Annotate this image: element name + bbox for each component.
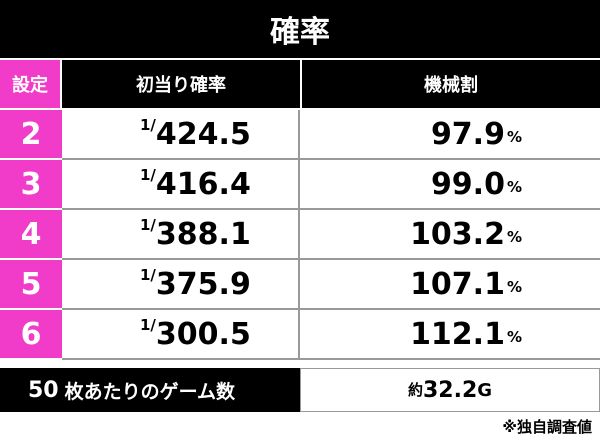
payout-cell: 99.0% (300, 160, 600, 210)
payout-unit: % (506, 278, 522, 296)
payout-value: 112.1 (410, 316, 505, 352)
payout-cell: 112.1% (300, 310, 600, 360)
setting-cell: 3 (0, 160, 62, 210)
note: ※独自調査値 (502, 418, 592, 436)
footer-prefix: 約 (407, 381, 423, 399)
probability-cell: 1/416.4 (62, 160, 300, 210)
payout-unit: % (506, 328, 522, 346)
probability-denominator: 375.9 (155, 266, 251, 302)
probability-numerator: 1/ (140, 316, 156, 334)
probability-cell: 1/424.5 (62, 110, 300, 160)
payout-value: 99.0 (430, 166, 505, 202)
payout-value: 107.1 (410, 266, 505, 302)
probability-numerator: 1/ (140, 266, 156, 284)
column-header: 設定 (0, 60, 60, 108)
probability-numerator: 1/ (140, 216, 156, 234)
payout-cell: 107.1% (300, 260, 600, 310)
probability-denominator: 416.4 (155, 166, 251, 202)
payout-unit: % (506, 128, 522, 146)
probability-denominator: 300.5 (155, 316, 251, 352)
setting-cell: 6 (0, 310, 62, 360)
setting-cell: 4 (0, 210, 62, 260)
column-header: 初当り確率 (62, 60, 300, 108)
payout-unit: % (506, 178, 522, 196)
footer-unit: G (477, 380, 493, 401)
setting-cell: 2 (0, 110, 62, 160)
payout-cell: 103.2% (300, 210, 600, 260)
title: 確率 (0, 0, 600, 58)
probability-numerator: 1/ (140, 116, 156, 134)
probability-cell: 1/375.9 (62, 260, 300, 310)
probability-cell: 1/300.5 (62, 310, 300, 360)
setting-cell: 5 (0, 260, 62, 310)
probability-cell: 1/388.1 (62, 210, 300, 260)
footer-value: 約 32.2 G (300, 368, 600, 412)
probability-denominator: 424.5 (155, 116, 251, 152)
payout-value: 97.9 (430, 116, 505, 152)
payout-cell: 97.9% (300, 110, 600, 160)
footer-number: 32.2 (422, 377, 478, 403)
payout-unit: % (506, 228, 522, 246)
footer-label: 50 枚あたりのゲーム数 (0, 368, 300, 412)
column-header: 機械割 (302, 60, 600, 108)
probability-numerator: 1/ (140, 166, 156, 184)
footer-text: 枚あたりのゲーム数 (64, 380, 236, 403)
footer-count: 50 (28, 377, 59, 403)
probability-denominator: 388.1 (155, 216, 251, 252)
payout-value: 103.2 (410, 216, 505, 252)
